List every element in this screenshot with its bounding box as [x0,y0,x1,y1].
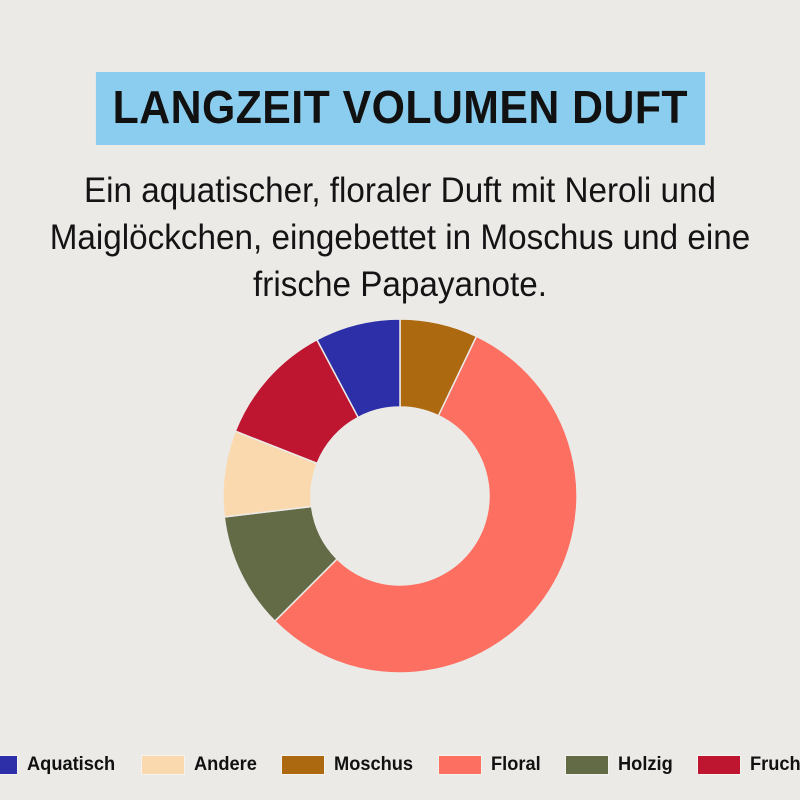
page-title: LANGZEIT VOLUMEN DUFT [95,72,705,145]
legend-item-label: Aquatisch [26,754,115,775]
chart-legend: Aquatisch Andere Moschus Floral Holzig Frucht… [0,754,800,776]
legend-swatch-icon [697,755,742,775]
legend-item[interactable]: Holzig [565,754,675,776]
legend-item-label: Holzig [618,754,673,775]
legend-swatch-icon [0,755,18,775]
legend-item-label: Moschus [334,754,414,775]
donut-chart-svg [222,317,578,674]
legend-swatch-icon [281,755,326,775]
legend-swatch-icon [565,755,610,775]
donut-slice-floral[interactable] [273,334,578,674]
legend-item-label: Andere [193,754,257,775]
donut-slice-aquatisch[interactable] [315,317,401,419]
legend-item[interactable]: Moschus [281,754,416,776]
title-container: LANGZEIT VOLUMEN DUFT [0,72,800,145]
legend-item-label: Fruchtig [750,754,800,775]
description-text: Ein aquatischer, floraler Duft mit Nerol… [49,170,751,305]
legend-swatch-icon [438,755,483,775]
legend-item[interactable]: Fruchtig [697,754,800,776]
legend-item[interactable]: Floral [438,754,543,776]
legend-item-label: Floral [491,754,542,775]
donut-chart [0,315,800,687]
legend-item[interactable]: Andere [140,754,259,776]
legend-item[interactable]: Aquatisch [0,754,119,776]
legend-swatch-icon [140,755,185,775]
